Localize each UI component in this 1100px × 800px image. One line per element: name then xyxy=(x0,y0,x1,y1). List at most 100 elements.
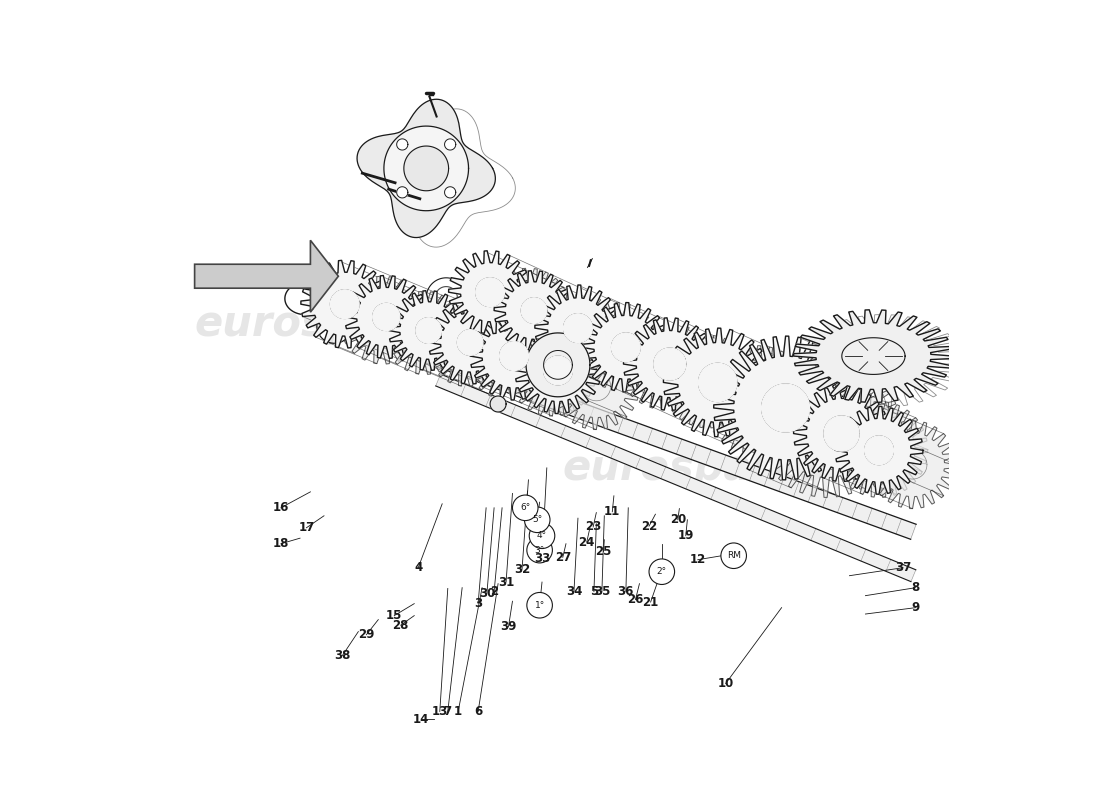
Polygon shape xyxy=(494,270,574,350)
Text: 18: 18 xyxy=(273,538,289,550)
Polygon shape xyxy=(195,240,339,312)
Text: 5: 5 xyxy=(590,585,598,598)
Text: 32: 32 xyxy=(514,563,530,576)
Text: 19: 19 xyxy=(678,530,694,542)
Polygon shape xyxy=(793,310,954,402)
Polygon shape xyxy=(508,328,596,416)
Text: 10: 10 xyxy=(717,677,734,690)
Polygon shape xyxy=(543,356,572,385)
Polygon shape xyxy=(358,99,495,238)
Text: 14: 14 xyxy=(412,713,429,726)
Polygon shape xyxy=(761,384,810,432)
Polygon shape xyxy=(429,301,512,384)
Text: 33: 33 xyxy=(534,552,550,565)
Text: 17: 17 xyxy=(298,522,315,534)
Text: 8: 8 xyxy=(912,581,920,594)
Text: 27: 27 xyxy=(554,551,571,564)
Polygon shape xyxy=(563,314,592,342)
Polygon shape xyxy=(521,298,547,323)
Text: 2: 2 xyxy=(490,585,498,598)
Text: 4: 4 xyxy=(414,562,422,574)
Text: 4°: 4° xyxy=(537,531,547,540)
Text: 20: 20 xyxy=(670,514,686,526)
Polygon shape xyxy=(300,260,388,348)
Polygon shape xyxy=(330,290,359,318)
Polygon shape xyxy=(470,312,558,400)
Text: 16: 16 xyxy=(273,502,289,514)
Polygon shape xyxy=(824,416,859,451)
Polygon shape xyxy=(869,421,957,509)
Text: 5°: 5° xyxy=(532,515,542,524)
Text: 6°: 6° xyxy=(520,503,530,512)
Polygon shape xyxy=(532,288,613,368)
Polygon shape xyxy=(397,139,408,150)
Polygon shape xyxy=(475,278,505,306)
Polygon shape xyxy=(515,327,601,414)
Polygon shape xyxy=(436,374,916,582)
Polygon shape xyxy=(416,318,441,343)
Text: 25: 25 xyxy=(595,546,612,558)
Polygon shape xyxy=(612,333,640,362)
Text: 39: 39 xyxy=(500,620,517,634)
Polygon shape xyxy=(466,317,550,400)
Text: 36: 36 xyxy=(618,585,634,598)
Text: 9: 9 xyxy=(912,601,920,614)
Polygon shape xyxy=(444,139,455,150)
Circle shape xyxy=(529,523,554,549)
Circle shape xyxy=(527,593,552,618)
Circle shape xyxy=(513,495,538,521)
Text: 23: 23 xyxy=(585,521,602,534)
Polygon shape xyxy=(404,146,449,190)
Text: 3°: 3° xyxy=(535,546,544,554)
Text: 15: 15 xyxy=(386,609,403,622)
Polygon shape xyxy=(714,336,858,480)
Circle shape xyxy=(649,559,674,585)
Polygon shape xyxy=(865,436,893,465)
Polygon shape xyxy=(491,396,506,412)
Circle shape xyxy=(525,507,550,533)
Polygon shape xyxy=(373,303,400,330)
Polygon shape xyxy=(698,363,737,402)
Polygon shape xyxy=(624,318,716,410)
Polygon shape xyxy=(535,285,622,371)
Polygon shape xyxy=(383,291,466,374)
Text: 29: 29 xyxy=(359,628,374,642)
Polygon shape xyxy=(553,343,639,430)
Text: 34: 34 xyxy=(565,585,582,598)
Text: 26: 26 xyxy=(627,593,644,606)
Text: 2°: 2° xyxy=(657,567,667,576)
Polygon shape xyxy=(499,342,528,370)
Polygon shape xyxy=(619,320,708,410)
Text: 22: 22 xyxy=(641,520,657,533)
Polygon shape xyxy=(653,348,685,380)
Polygon shape xyxy=(573,302,659,389)
Circle shape xyxy=(527,538,552,563)
Polygon shape xyxy=(487,268,570,351)
Polygon shape xyxy=(793,386,890,482)
Text: 31: 31 xyxy=(498,575,514,589)
Text: 21: 21 xyxy=(642,595,659,609)
Text: 24: 24 xyxy=(579,536,595,549)
Text: 1°: 1° xyxy=(535,601,544,610)
Polygon shape xyxy=(339,276,427,364)
Polygon shape xyxy=(703,346,812,454)
Polygon shape xyxy=(663,328,772,437)
Polygon shape xyxy=(444,186,455,198)
Polygon shape xyxy=(581,302,671,392)
Polygon shape xyxy=(458,330,483,355)
Text: 6: 6 xyxy=(474,705,482,718)
Polygon shape xyxy=(526,333,590,397)
Text: 7: 7 xyxy=(443,705,452,718)
Text: 13: 13 xyxy=(431,705,448,718)
Text: 1: 1 xyxy=(454,705,462,718)
Polygon shape xyxy=(384,126,469,210)
Polygon shape xyxy=(756,354,899,498)
Text: 30: 30 xyxy=(478,586,495,600)
Text: eurospares: eurospares xyxy=(195,303,458,345)
Polygon shape xyxy=(427,306,507,386)
Text: 37: 37 xyxy=(895,562,911,574)
Polygon shape xyxy=(397,186,408,198)
Text: RM: RM xyxy=(727,551,740,560)
Text: 38: 38 xyxy=(334,649,351,662)
Polygon shape xyxy=(449,250,531,334)
